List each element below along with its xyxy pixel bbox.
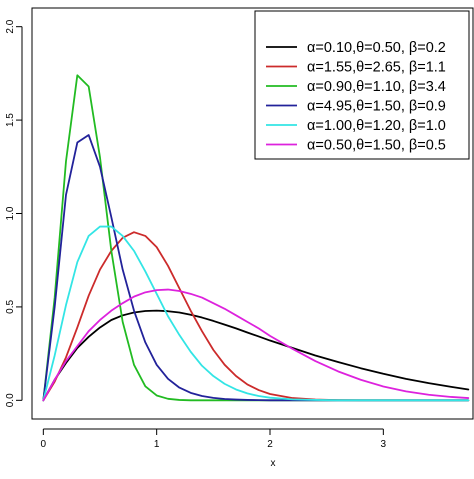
series-line-6	[42, 288, 470, 402]
series-line-5	[42, 225, 470, 402]
legend: α=0.10,θ=0.50, β=0.2 α=1.55,θ=2.65, β=1.1…	[254, 10, 470, 160]
legend-label: α=1.00,θ=1.20, β=1.0	[307, 118, 446, 134]
y-tick-label: 0.5	[5, 300, 16, 314]
y-tick-label: 0.0	[5, 393, 16, 407]
x-tick-label: 3	[381, 439, 387, 450]
x-tick-label: 0	[41, 439, 47, 450]
plot-frame	[31, 7, 474, 420]
legend-label: α=0.50,θ=1.50, β=0.5	[307, 138, 446, 154]
y-tick-label: 1.5	[5, 113, 16, 127]
series-line-1	[42, 309, 470, 402]
legend-label: α=0.10,θ=0.50, β=0.2	[307, 40, 446, 56]
legend-label: α=4.95,θ=1.50, β=0.9	[307, 99, 446, 115]
y-tick-label: 2.0	[5, 19, 16, 33]
x-axis-title: x	[271, 458, 276, 469]
x-tick-label: 1	[154, 439, 160, 450]
x-tick-label: 2	[267, 439, 273, 450]
legend-label: α=0.90,θ=1.10, β=3.4	[307, 79, 446, 95]
y-tick-label: 1.0	[5, 206, 16, 220]
series-layer	[42, 74, 470, 402]
axes-layer: 0 1 2 3 x 0.0 0.5 1.0 1.5 2.0	[5, 7, 474, 469]
legend-box	[254, 10, 470, 160]
legend-label: α=1.55,θ=2.65, β=1.1	[307, 60, 446, 76]
